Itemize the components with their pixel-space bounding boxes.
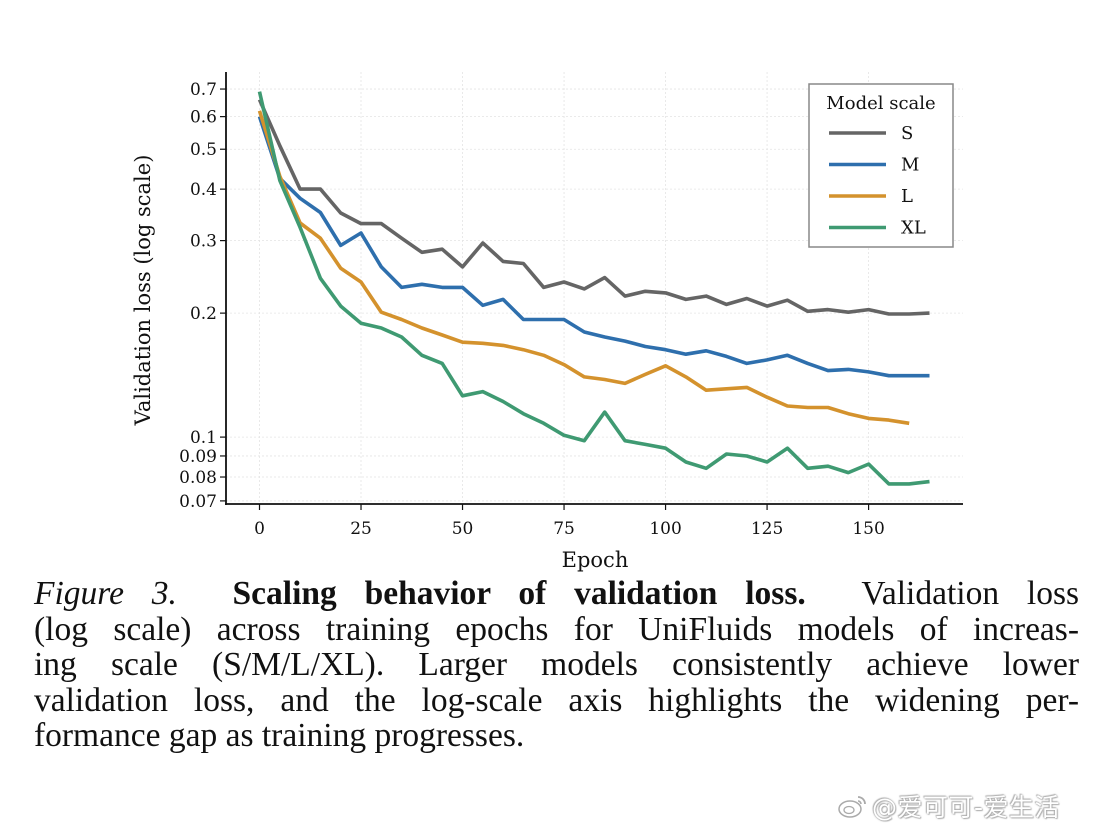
y-tick-label: 0.07	[179, 492, 217, 512]
weibo-icon	[838, 796, 866, 818]
caption-line-3: ing scale (S/M/L/XL). Larger models cons…	[34, 646, 1079, 684]
x-axis-label: Epoch	[562, 548, 629, 572]
y-tick-label: 0.7	[190, 80, 217, 100]
legend-label-l: L	[901, 186, 913, 207]
x-tick-label: 100	[649, 519, 681, 539]
x-tick-label: 25	[350, 519, 372, 539]
x-tick-label: 75	[553, 519, 575, 539]
series-line-m	[257, 116, 930, 378]
series-line-l	[257, 110, 910, 426]
series-layer	[257, 91, 930, 486]
x-tick-label: 150	[852, 519, 884, 539]
y-tick-label: 0.3	[190, 232, 217, 252]
caption-line-1: Figure 3. Scaling behavior of validation…	[34, 576, 1079, 612]
legend-items: SML XL	[829, 123, 926, 239]
figure-label: Figure 3.	[34, 575, 177, 612]
caption-line-5: formance gap as training progresses.	[34, 717, 525, 755]
x-tick-label: 125	[751, 519, 783, 539]
y-tick-label: 0.2	[190, 304, 217, 324]
y-ticks: 0.07 0.080.090.1 0.2 0.3 0.4 0.5 0.6 0.7	[179, 80, 226, 512]
watermark: @爱可可-爱生活	[838, 788, 1060, 824]
figure-caption: Figure 3. Scaling behavior of validation…	[34, 576, 1079, 754]
axes	[225, 72, 963, 505]
caption-title: Scaling behavior of validation loss.	[232, 575, 806, 612]
legend-label-s: S	[901, 123, 913, 144]
series-line-s	[257, 98, 930, 316]
y-tick-label: 0.1	[190, 428, 217, 448]
chart: 0 25 50 75 100 125 150 0.070.080.090.10.20.30.…	[131, 72, 963, 572]
y-axis-label: Validation loss (log scale)	[131, 155, 155, 427]
watermark-text: @爱可可-爱生活	[872, 793, 1061, 822]
series-line-xl	[257, 91, 930, 486]
y-tick-label: 0.6	[190, 108, 217, 128]
y-tick-label: 0.4	[190, 180, 217, 200]
x-tick-label: 50	[452, 519, 474, 539]
legend-label-m: M	[901, 155, 919, 176]
y-tick-label: 0.5	[190, 140, 217, 160]
y-tick-label: 0.09	[179, 447, 217, 467]
legend: Model scale SML XL	[808, 83, 954, 248]
caption-text-1: Validation loss	[861, 575, 1080, 612]
grid	[226, 72, 963, 504]
caption-line-4: validation loss, and the log-scale axis …	[34, 681, 1079, 719]
x-ticks: 0 25 50 75 100 125 150	[254, 504, 885, 539]
x-tick-label: 0	[254, 519, 265, 539]
legend-title: Model scale	[826, 93, 935, 114]
y-tick-label: 0.08	[179, 468, 217, 488]
caption-line-2: (log scale) across training epochs for U…	[34, 610, 1079, 648]
legend-label-xl: XL	[901, 218, 926, 239]
